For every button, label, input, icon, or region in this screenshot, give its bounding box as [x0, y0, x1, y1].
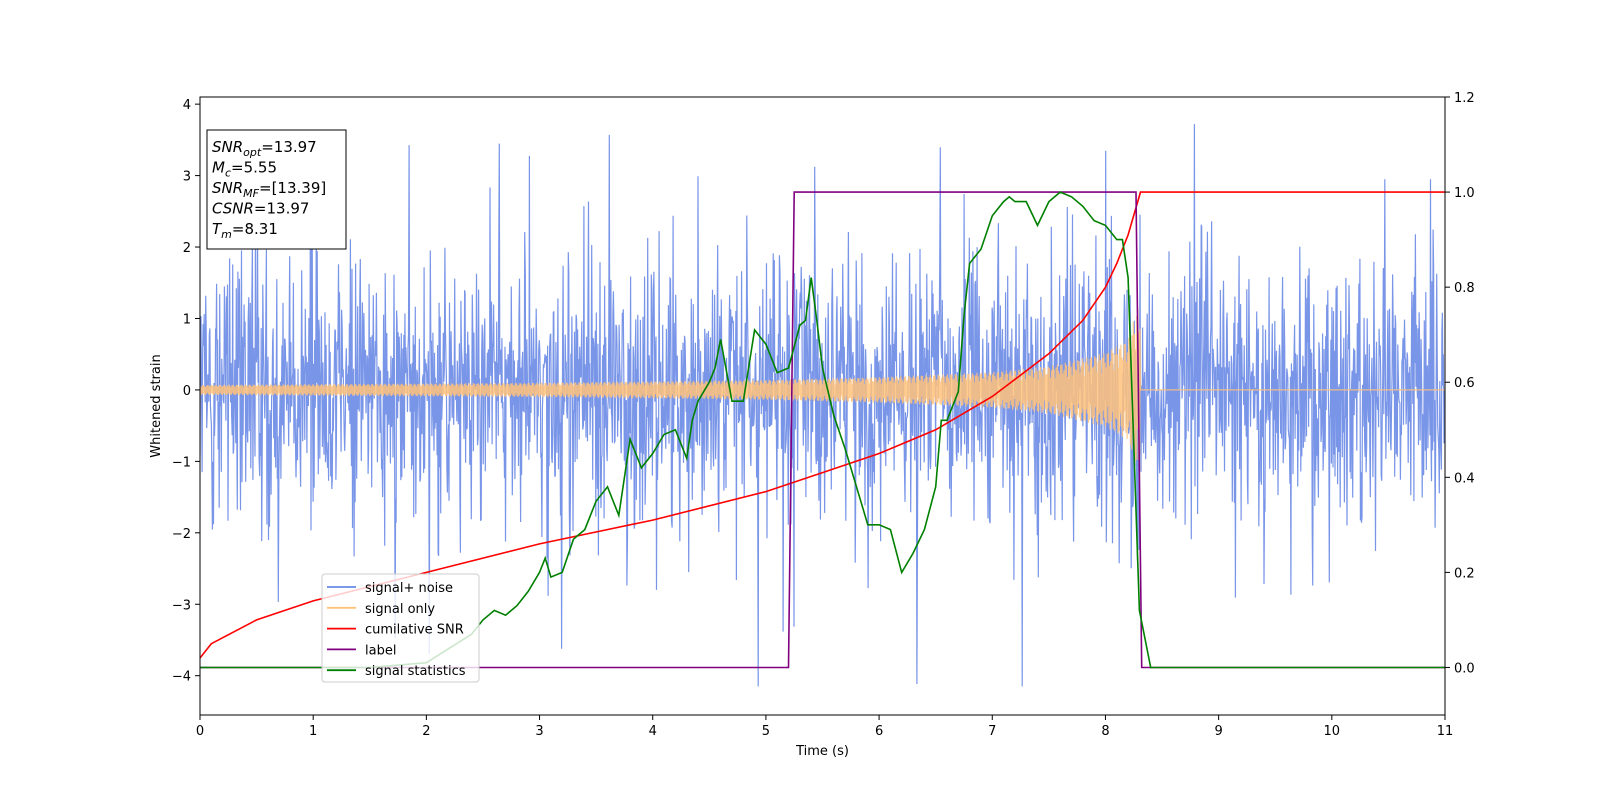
- y-right-tick-label: 0.0: [1454, 661, 1475, 676]
- legend-label: signal statistics: [365, 664, 466, 679]
- y-left-axis-ticks: −4 −3 −2 −1 0 1 2 3 4: [172, 98, 200, 685]
- x-tick-label: 0: [196, 724, 204, 739]
- x-axis-ticks: 0 1 2 3 4 5 6 7 8 9 10 11: [196, 715, 1453, 739]
- y-left-tick-label: −1: [172, 455, 191, 470]
- series-signal-noise: [200, 124, 1445, 687]
- x-tick-label: 11: [1437, 724, 1454, 739]
- x-tick-label: 1: [309, 724, 317, 739]
- annotation-line: Mc=5.55: [212, 159, 277, 180]
- x-tick-label: 10: [1324, 724, 1341, 739]
- y-left-tick-label: 3: [183, 170, 191, 185]
- x-tick-label: 3: [535, 724, 543, 739]
- y-right-axis-ticks: 0.0 0.2 0.4 0.6 0.8 1.0 1.2: [1445, 91, 1475, 676]
- x-axis-label: Time (s): [795, 744, 849, 759]
- series-signal-statistics: [200, 191, 1445, 669]
- y-right-tick-label: 0.6: [1454, 376, 1475, 391]
- y-left-tick-label: 1: [183, 312, 191, 327]
- plot-area: [200, 124, 1445, 687]
- y-axis-label: Whitened strain: [149, 354, 164, 457]
- x-tick-label: 4: [649, 724, 657, 739]
- x-tick-label: 6: [875, 724, 883, 739]
- annotation-line: CSNR=13.97: [212, 200, 309, 218]
- legend: signal+ noise signal only cumilative SNR la…: [321, 573, 480, 683]
- legend-label: signal+ noise: [365, 581, 453, 596]
- x-tick-label: 7: [988, 724, 996, 739]
- y-left-tick-label: 0: [183, 384, 191, 399]
- y-right-tick-label: 0.8: [1454, 281, 1475, 296]
- y-right-tick-label: 1.2: [1454, 91, 1475, 106]
- y-left-tick-label: −2: [172, 527, 191, 542]
- y-left-tick-label: 4: [183, 98, 191, 113]
- x-tick-label: 8: [1101, 724, 1109, 739]
- y-right-tick-label: 0.4: [1454, 471, 1475, 486]
- series-signal-only: [200, 308, 1445, 480]
- y-left-tick-label: −3: [172, 598, 191, 613]
- x-tick-label: 2: [422, 724, 430, 739]
- y-right-tick-label: 0.2: [1454, 566, 1475, 581]
- series-cumulative-snr: [200, 191, 1445, 659]
- axes-frame: [199, 96, 1446, 716]
- plot-series: [200, 124, 1445, 687]
- legend-label: label: [365, 643, 396, 658]
- legend-label: signal only: [365, 602, 435, 617]
- legend-label: cumilative SNR: [365, 623, 464, 638]
- y-left-tick-label: 2: [183, 241, 191, 256]
- y-right-tick-label: 1.0: [1454, 186, 1475, 201]
- annotation-line: SNRMF=[13.39]: [212, 179, 326, 200]
- annotation-line: Tm=8.31: [212, 220, 278, 241]
- y-left-tick-label: −4: [172, 670, 191, 685]
- legend-frame: [321, 573, 480, 683]
- x-tick-label: 9: [1214, 724, 1222, 739]
- x-tick-label: 5: [762, 724, 770, 739]
- metrics-annotation-box: SNRopt=13.97Mc=5.55SNRMF=[13.39]CSNR=13.…: [206, 129, 347, 250]
- annotation-frame: [206, 129, 347, 250]
- annotation-line: SNRopt=13.97: [212, 138, 317, 159]
